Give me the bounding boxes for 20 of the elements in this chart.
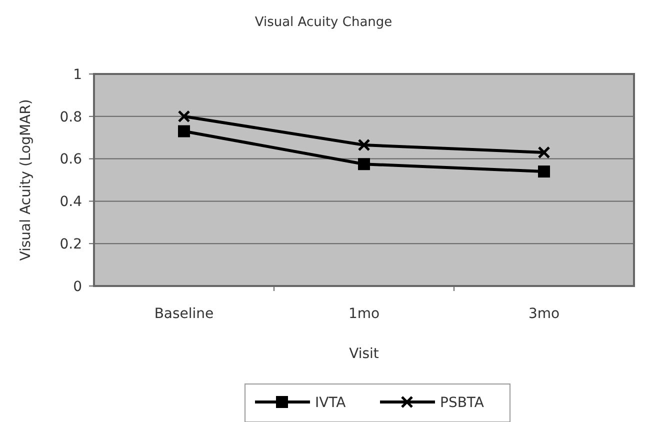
y-tick-label: 0.8 (60, 109, 82, 126)
x-tick-label: 3mo (528, 306, 560, 322)
x-tick-label: Baseline (154, 306, 214, 322)
y-tick-label: 0 (73, 278, 82, 295)
x-tick-label: 1mo (348, 306, 380, 322)
point (178, 110, 190, 123)
y-tick-label: 0.4 (60, 194, 82, 210)
y-tick-label: 1 (73, 66, 82, 83)
y-axis-title: Visual Acuity (LogMAR) (18, 99, 34, 261)
point (358, 158, 370, 170)
point (178, 125, 190, 138)
point (538, 166, 550, 178)
point (538, 146, 550, 159)
point (358, 138, 370, 152)
legend-label: PSBTA (440, 394, 484, 411)
x-axis-title: Visit (349, 346, 380, 362)
legend-label: IVTA (315, 394, 346, 411)
chart-title: Visual Acuity Change (254, 15, 392, 30)
y-tick-label: 0.6 (60, 152, 82, 168)
y-tick-label: 0.2 (60, 236, 82, 252)
